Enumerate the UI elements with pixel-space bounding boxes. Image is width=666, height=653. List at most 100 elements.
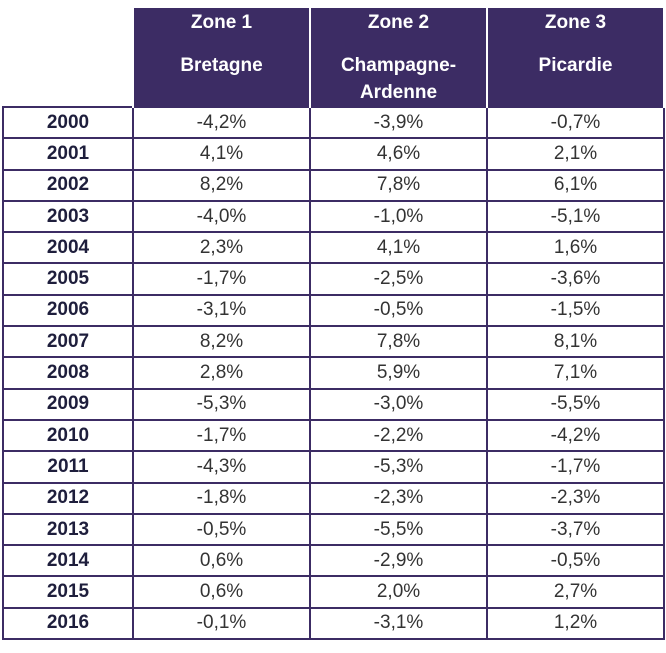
value-cell-zone-3: -0,5% [486,544,665,578]
value-cell-zone-3: 1,6% [486,231,665,265]
value-cell-zone-1: -0,1% [132,606,311,641]
year-cell: 2014 [2,544,134,578]
year-cell: 2011 [2,450,134,484]
table-row: 2000 -4,2% -3,9% -0,7% [2,105,665,140]
table-row: 2008 2,8% 5,9% 7,1% [2,356,665,390]
table-row: 2007 8,2% 7,8% 8,1% [2,325,665,359]
value-cell-zone-1: -1,7% [132,262,311,296]
value-cell-zone-2: 5,9% [309,356,488,390]
year-cell: 2000 [2,105,134,140]
value-cell-zone-1: 2,8% [132,356,311,390]
header-zone-3: Zone 3 Picardie [486,8,665,107]
value-cell-zone-3: -3,6% [486,262,665,296]
value-cell-zone-2: -3,0% [309,387,488,421]
value-cell-zone-3: -5,1% [486,199,665,234]
value-cell-zone-2: -1,0% [309,199,488,234]
value-cell-zone-3: 6,1% [486,168,665,202]
value-cell-zone-1: -4,0% [132,199,311,234]
value-cell-zone-1: -4,2% [132,105,311,140]
value-cell-zone-1: 0,6% [132,544,311,578]
value-cell-zone-2: -0,5% [309,293,488,328]
year-cell: 2005 [2,262,134,296]
value-cell-zone-2: -3,1% [309,606,488,641]
header-zone-1: Zone 1 Bretagne [132,8,311,107]
table-row: 2002 8,2% 7,8% 6,1% [2,168,665,202]
value-cell-zone-1: 4,1% [132,137,311,171]
table-row: 2009 -5,3% -3,0% -5,5% [2,387,665,421]
value-cell-zone-2: -5,5% [309,512,488,547]
value-cell-zone-1: 8,2% [132,168,311,202]
value-cell-zone-1: -1,7% [132,418,311,453]
value-cell-zone-3: -2,3% [486,481,665,515]
value-cell-zone-3: -1,7% [486,450,665,484]
year-cell: 2002 [2,168,134,202]
value-cell-zone-3: -4,2% [486,418,665,453]
value-cell-zone-3: 1,2% [486,606,665,641]
table-row: 2014 0,6% -2,9% -0,5% [2,544,665,578]
value-cell-zone-2: -5,3% [309,450,488,484]
value-cell-zone-2: 4,6% [309,137,488,171]
year-cell: 2001 [2,137,134,171]
value-cell-zone-2: -2,5% [309,262,488,296]
table-row: 2003 -4,0% -1,0% -5,1% [2,199,665,234]
table-row: 2016 -0,1% -3,1% 1,2% [2,606,665,641]
value-cell-zone-3: -1,5% [486,293,665,328]
region-label: Bretagne [180,55,263,76]
year-cell: 2003 [2,199,134,234]
value-cell-zone-2: -2,2% [309,418,488,453]
value-cell-zone-1: -4,3% [132,450,311,484]
table-row: 2012 -1,8% -2,3% -2,3% [2,481,665,515]
value-cell-zone-2: -3,9% [309,105,488,140]
value-cell-zone-1: 2,3% [132,231,311,265]
value-cell-zone-2: -2,3% [309,481,488,515]
value-cell-zone-1: -5,3% [132,387,311,421]
header-corner [3,8,133,107]
value-cell-zone-2: -2,9% [309,544,488,578]
year-cell: 2012 [2,481,134,515]
value-cell-zone-3: -5,5% [486,387,665,421]
year-cell: 2004 [2,231,134,265]
value-cell-zone-2: 4,1% [309,231,488,265]
value-cell-zone-2: 7,8% [309,325,488,359]
zone-label: Zone 2 [367,12,430,33]
table-row: 2015 0,6% 2,0% 2,7% [2,575,665,609]
year-cell: 2008 [2,356,134,390]
zone-label: Zone 1 [190,12,253,33]
table-body: 2000 -4,2% -3,9% -0,7% 2001 4,1% 4,6% 2,1% 2002 8… [2,105,665,641]
value-cell-zone-2: 7,8% [309,168,488,202]
value-cell-zone-3: -0,7% [486,105,665,140]
year-cell: 2009 [2,387,134,421]
value-cell-zone-3: 2,7% [486,575,665,609]
region-label: Picardie [538,55,613,76]
table-header: Zone 1 Bretagne Zone 2 Champagne-Ardenne… [3,8,665,107]
year-cell: 2013 [2,512,134,547]
table-row: 2005 -1,7% -2,5% -3,6% [2,262,665,296]
table-row: 2001 4,1% 4,6% 2,1% [2,137,665,171]
data-table: Zone 1 Bretagne Zone 2 Champagne-Ardenne… [2,8,665,641]
table-row: 2006 -3,1% -0,5% -1,5% [2,293,665,328]
year-cell: 2010 [2,418,134,453]
value-cell-zone-1: -3,1% [132,293,311,328]
year-cell: 2016 [2,606,134,641]
value-cell-zone-3: -3,7% [486,512,665,547]
value-cell-zone-1: 8,2% [132,325,311,359]
zone-label: Zone 3 [544,12,607,33]
header-zone-2: Zone 2 Champagne-Ardenne [309,8,488,107]
value-cell-zone-3: 8,1% [486,325,665,359]
value-cell-zone-2: 2,0% [309,575,488,609]
table-row: 2004 2,3% 4,1% 1,6% [2,231,665,265]
value-cell-zone-1: -0,5% [132,512,311,547]
header-row: Zone 1 Bretagne Zone 2 Champagne-Ardenne… [3,8,665,107]
region-label: Champagne-Ardenne [340,55,457,103]
value-cell-zone-3: 7,1% [486,356,665,390]
table-row: 2010 -1,7% -2,2% -4,2% [2,418,665,453]
year-cell: 2007 [2,325,134,359]
value-cell-zone-1: 0,6% [132,575,311,609]
value-cell-zone-3: 2,1% [486,137,665,171]
table-row: 2013 -0,5% -5,5% -3,7% [2,512,665,547]
value-cell-zone-1: -1,8% [132,481,311,515]
year-cell: 2015 [2,575,134,609]
table-row: 2011 -4,3% -5,3% -1,7% [2,450,665,484]
year-cell: 2006 [2,293,134,328]
